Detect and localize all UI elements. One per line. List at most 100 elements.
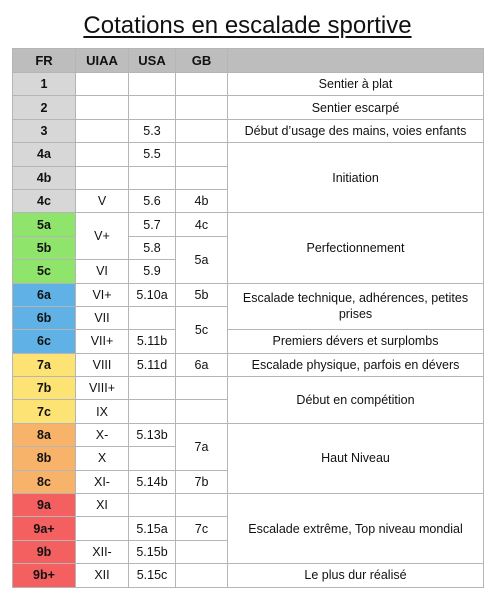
description-cell: Initiation <box>227 142 484 214</box>
usa-cell: 5.3 <box>128 118 176 144</box>
gb-cell <box>175 399 228 424</box>
uiaa-cell: VIII+ <box>75 376 129 401</box>
usa-cell <box>128 399 176 424</box>
uiaa-cell: X <box>75 446 129 471</box>
header-description <box>227 48 484 73</box>
gb-cell: 6a <box>175 352 228 378</box>
usa-cell: 5.15b <box>128 539 176 565</box>
fr-grade-cell: 5b <box>12 235 76 261</box>
usa-cell: 5.15a <box>128 516 176 541</box>
page-title: Cotations en escalade sportive <box>83 12 412 39</box>
uiaa-cell: VII+ <box>75 329 129 354</box>
table-row: 4c V 5.6 4b <box>12 188 484 214</box>
uiaa-cell <box>75 142 129 167</box>
table-row: 8a X- 5.13b 7a Haut Niveau <box>12 422 484 495</box>
gb-cell: 5a <box>175 235 228 284</box>
gb-cell <box>175 142 228 167</box>
fr-grade-cell: 4b <box>12 165 76 190</box>
description-cell: Escalade extrême, Top niveau mondial <box>227 493 484 565</box>
uiaa-cell <box>75 71 129 97</box>
usa-cell: 5.11b <box>128 329 176 354</box>
table-row: 7c IX <box>12 399 484 424</box>
usa-cell: 5.10a <box>128 282 176 307</box>
table-row: 1 Sentier à plat <box>12 71 484 97</box>
header-gb: GB <box>175 48 228 73</box>
fr-grade-cell: 5c <box>12 259 76 284</box>
uiaa-cell: V+ <box>75 212 129 261</box>
table-row: 9a+ 5.15a 7c <box>12 516 484 541</box>
description-cell: Sentier escarpé <box>227 95 484 120</box>
usa-cell: 5.8 <box>128 235 176 261</box>
fr-grade-cell: 9a <box>12 493 76 518</box>
fr-grade-cell: 7c <box>12 399 76 424</box>
usa-cell <box>128 493 176 518</box>
fr-grade-cell: 8c <box>12 469 76 495</box>
table-row: 4b <box>12 165 484 190</box>
table-row: 5a V+ 5.7 4c Perfectionnement <box>12 212 484 284</box>
usa-cell: 5.6 <box>128 188 176 214</box>
usa-cell: 5.9 <box>128 259 176 284</box>
description-cell: Début en compétition <box>227 376 484 424</box>
table-row: 6b VII 5c <box>12 305 484 354</box>
gb-cell <box>175 71 228 97</box>
fr-grade-cell: 1 <box>12 71 76 97</box>
uiaa-cell: IX <box>75 399 129 424</box>
uiaa-cell: VI <box>75 259 129 284</box>
fr-grade-cell: 7b <box>12 376 76 401</box>
gb-cell <box>175 563 228 588</box>
table-row: 9b+ XII 5.15c Le plus dur réalisé <box>12 563 484 588</box>
fr-grade-cell: 2 <box>12 95 76 120</box>
table-row: 9a XI Escalade extrême, Top niveau mondi… <box>12 493 484 565</box>
fr-grade-cell: 5a <box>12 212 76 237</box>
uiaa-cell <box>75 118 129 144</box>
usa-cell: 5.15c <box>128 563 176 588</box>
table-row: 2 Sentier escarpé <box>12 95 484 120</box>
gb-cell: 4b <box>175 188 228 214</box>
uiaa-cell: XII <box>75 563 129 588</box>
table-row: 4a 5.5 Initiation <box>12 142 484 214</box>
description-cell: Sentier à plat <box>227 71 484 97</box>
fr-grade-cell: 9a+ <box>12 516 76 541</box>
fr-grade-cell: 6a <box>12 282 76 307</box>
description-cell: Escalade technique, adhérences, petites … <box>227 282 484 331</box>
description-cell: Premiers dévers et surplombs <box>227 329 484 354</box>
fr-grade-cell: 3 <box>12 118 76 144</box>
uiaa-cell <box>75 165 129 190</box>
fr-grade-cell: 8b <box>12 446 76 471</box>
gb-cell <box>175 493 228 518</box>
fr-grade-cell: 6c <box>12 329 76 354</box>
usa-cell <box>128 71 176 97</box>
table-row: 5c VI 5.9 <box>12 259 484 284</box>
table-row: 7a VIII 5.11d 6a Escalade physique, parf… <box>12 352 484 378</box>
usa-cell: 5.14b <box>128 469 176 495</box>
table-row: 5b 5.8 5a <box>12 235 484 284</box>
table-row: 3 5.3 Début d’usage des mains, voies enf… <box>12 118 484 144</box>
gb-cell: 5b <box>175 282 228 307</box>
grades-table: FR UIAA USA GB 1 Sentier à plat 2 Sentie… <box>12 48 484 588</box>
description-cell: Haut Niveau <box>227 422 484 495</box>
table-row: 8b X <box>12 446 484 471</box>
fr-grade-cell: 9b+ <box>12 563 76 588</box>
usa-cell <box>128 305 176 331</box>
header-fr: FR <box>12 48 76 73</box>
gb-cell <box>175 165 228 190</box>
usa-cell: 5.7 <box>128 212 176 237</box>
table-row: 6a VI+ 5.10a 5b Escalade technique, adhé… <box>12 282 484 331</box>
gb-cell <box>175 118 228 144</box>
uiaa-cell: VI+ <box>75 282 129 307</box>
header-uiaa: UIAA <box>75 48 129 73</box>
usa-cell <box>128 376 176 401</box>
fr-grade-cell: 7a <box>12 352 76 378</box>
fr-grade-cell: 4a <box>12 142 76 167</box>
usa-cell <box>128 446 176 471</box>
table-row: 7b VIII+ Début en compétition <box>12 376 484 424</box>
gb-cell: 7b <box>175 469 228 495</box>
fr-grade-cell: 8a <box>12 422 76 448</box>
fr-grade-cell: 9b <box>12 539 76 565</box>
table-row: 8c XI- 5.14b 7b <box>12 469 484 495</box>
fr-grade-cell: 6b <box>12 305 76 331</box>
uiaa-cell: XI <box>75 493 129 518</box>
gb-cell: 4c <box>175 212 228 237</box>
description-cell: Début d’usage des mains, voies enfants <box>227 118 484 144</box>
uiaa-cell: XI- <box>75 469 129 495</box>
